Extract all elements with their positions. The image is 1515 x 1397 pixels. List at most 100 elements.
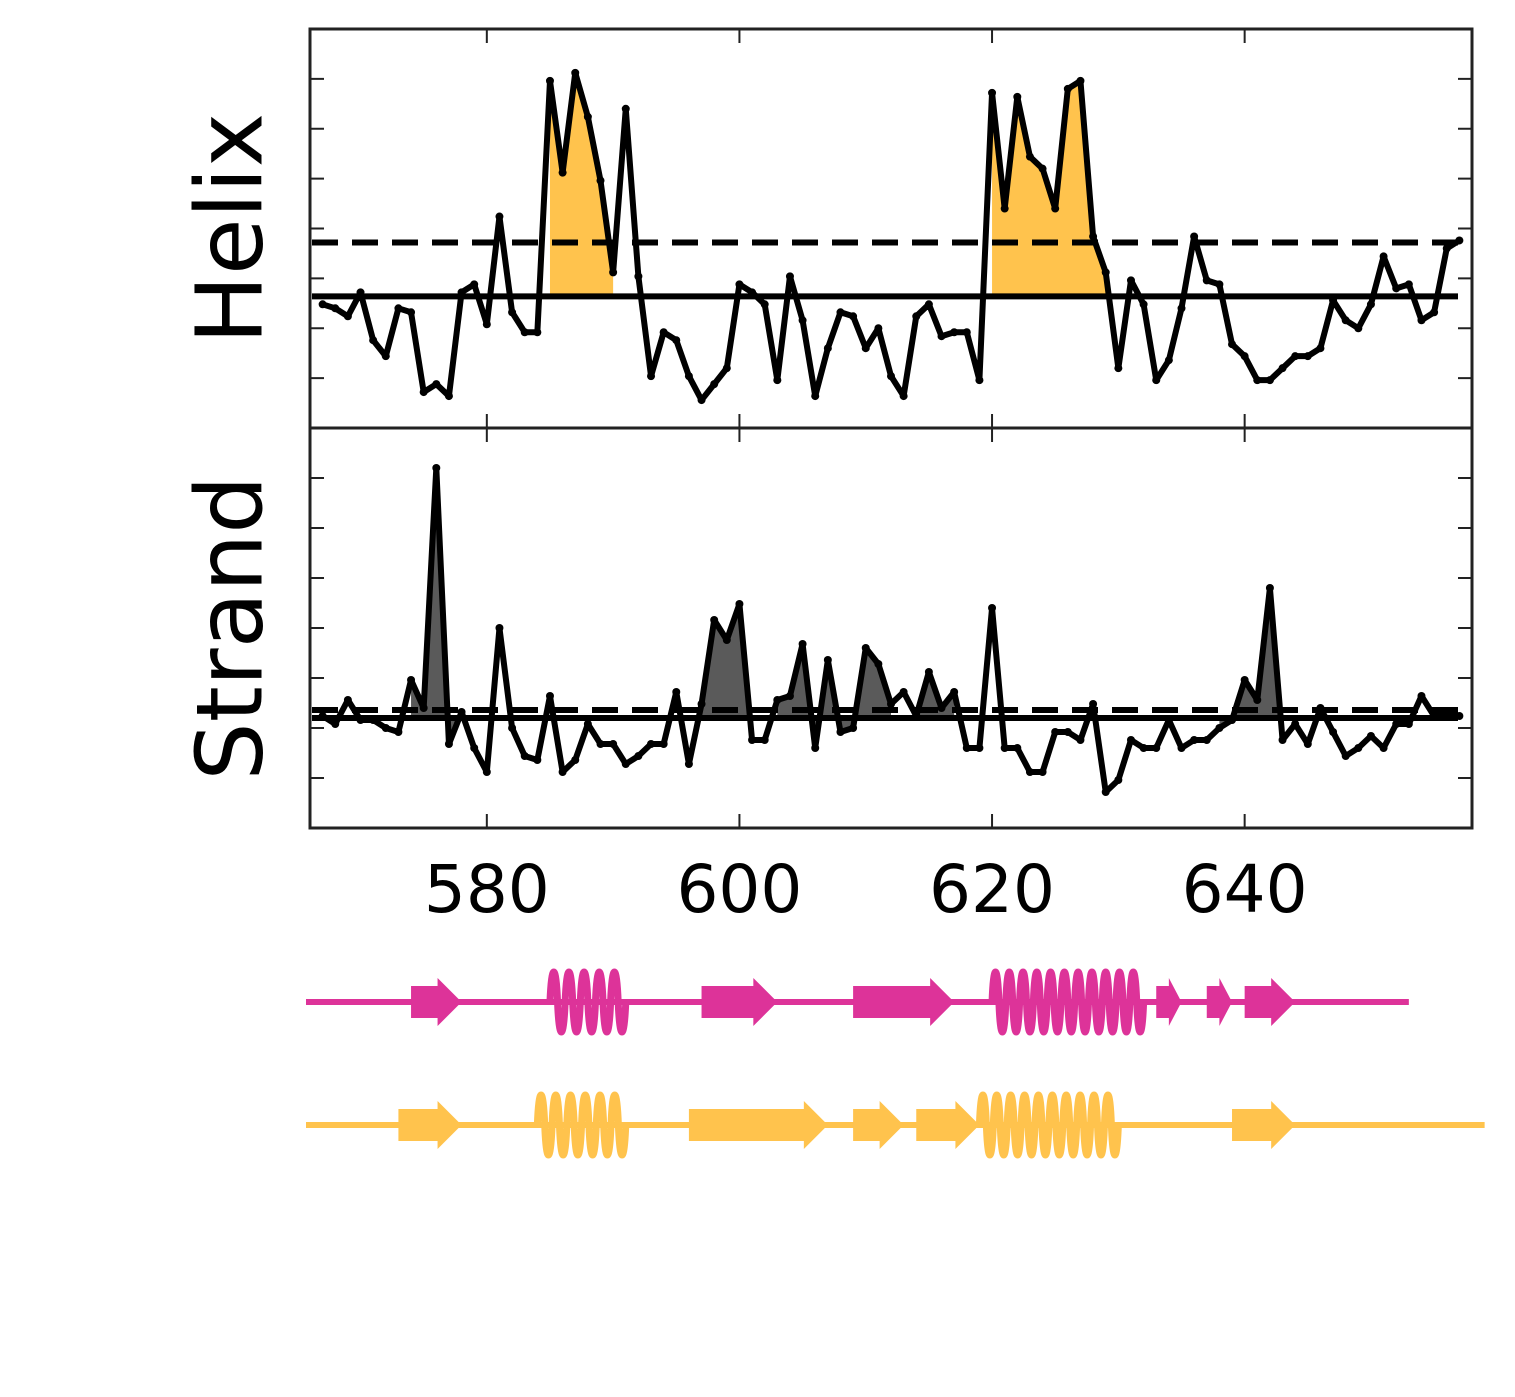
helix-data-point	[785, 272, 794, 281]
strand-data-point	[1291, 720, 1300, 728]
helix-data-point	[1379, 252, 1388, 261]
helix-data-point	[444, 392, 453, 401]
helix-data-point	[672, 336, 681, 345]
strand-data-point	[1366, 732, 1375, 740]
helix-data-point	[760, 300, 769, 309]
strand-data-point	[331, 720, 340, 728]
strand-data-point	[1404, 720, 1413, 728]
strand-arrow	[398, 1101, 462, 1149]
strand-data-point	[1240, 676, 1249, 684]
strand-arrow	[411, 978, 462, 1026]
strand-data-point	[407, 676, 416, 684]
strand-fill-region	[411, 468, 462, 744]
strand-data-point	[924, 668, 933, 676]
strand-data-point	[533, 756, 542, 764]
structure-track	[306, 968, 1409, 1036]
strand-data-point	[950, 688, 959, 696]
strand-data-point	[785, 692, 794, 700]
strand-arrow	[701, 978, 778, 1026]
strand-data-point	[1000, 744, 1009, 752]
strand-arrow	[853, 1101, 904, 1149]
strand-data-point	[369, 716, 378, 724]
helix-data-point	[432, 380, 441, 389]
helix-data-point	[621, 104, 630, 113]
helix-data-point	[1202, 276, 1211, 285]
helix-data-point	[1063, 84, 1072, 93]
helix-data-point	[1240, 352, 1249, 361]
helix-data-point	[1228, 340, 1237, 349]
helix-data-point	[558, 168, 567, 177]
strand-data-point	[583, 720, 592, 728]
helix-data-point	[1038, 164, 1047, 173]
helix-coil	[533, 1091, 630, 1159]
x-tick-label: 620	[929, 851, 1055, 928]
helix-data-point	[1114, 364, 1123, 373]
helix-data-point	[419, 388, 428, 397]
strand-data-point	[1379, 744, 1388, 752]
helix-data-point	[710, 380, 719, 389]
helix-data-point	[495, 212, 504, 221]
strand-threshold-lines	[312, 707, 1470, 721]
helix-data-point	[975, 376, 984, 385]
helix-coil	[975, 1091, 1122, 1159]
helix-data-point	[1341, 316, 1350, 325]
helix-data-point	[1253, 376, 1262, 385]
strand-data-point	[1341, 752, 1350, 760]
helix-data-point	[697, 396, 706, 405]
helix-data-point	[899, 392, 908, 401]
strand-data-point	[861, 644, 870, 652]
helix-data-point	[1164, 356, 1173, 365]
panel-helix: Helix	[177, 27, 1474, 430]
strand-data-point	[962, 744, 971, 752]
helix-data-point	[647, 372, 656, 381]
helix-data-point	[1430, 308, 1439, 317]
helix-threshold-lines	[312, 239, 1470, 300]
strand-data-point	[634, 752, 643, 760]
strand-data-point	[318, 712, 327, 720]
helix-data-point	[798, 316, 807, 325]
helix-data-point	[356, 288, 365, 297]
helix-data-point	[1303, 352, 1312, 361]
strand-ticks-layer	[310, 428, 1472, 828]
structure-tracks	[306, 968, 1485, 1159]
helix-data-point	[1417, 316, 1426, 325]
strand-data-point	[1303, 740, 1312, 748]
strand-data-point	[975, 744, 984, 752]
strand-data-point	[1126, 736, 1135, 744]
strand-data-point	[1063, 728, 1072, 736]
helix-data-point	[508, 308, 517, 317]
helix-data-point	[861, 344, 870, 353]
strand-data-point	[419, 704, 428, 712]
strand-data-point	[1329, 728, 1338, 736]
helix-data-point	[457, 288, 466, 297]
strand-arrow	[853, 978, 955, 1026]
helix-data-point	[520, 328, 529, 337]
strand-data-point	[1051, 728, 1060, 736]
helix-data-point	[343, 312, 352, 321]
helix-data-point	[823, 344, 832, 353]
helix-data-point	[887, 372, 895, 381]
strand-data-point	[1455, 712, 1464, 720]
helix-data-point	[988, 88, 997, 97]
strand-data-point	[558, 768, 567, 776]
strand-arrow	[916, 1101, 980, 1149]
strand-data-point	[912, 712, 921, 720]
helix-data-point	[1089, 232, 1098, 241]
strand-data-point	[381, 724, 390, 732]
strand-arrow	[1206, 978, 1233, 1026]
strand-data-point	[684, 760, 693, 768]
strand-data-point	[571, 756, 580, 764]
helix-data-point	[1291, 352, 1300, 361]
strand-data-point	[811, 744, 820, 752]
strand-data-point	[1430, 712, 1439, 720]
strand-data-point	[937, 704, 946, 712]
strand-data-point	[482, 768, 491, 776]
helix-data-point	[1101, 268, 1110, 277]
strand-data-point	[647, 740, 656, 748]
strand-data-point	[457, 708, 466, 716]
strand-fill-layer	[411, 468, 1283, 748]
helix-data-point	[836, 308, 845, 317]
helix-data-point	[962, 328, 971, 337]
helix-data-point	[1278, 364, 1287, 373]
strand-data-point	[495, 624, 504, 632]
